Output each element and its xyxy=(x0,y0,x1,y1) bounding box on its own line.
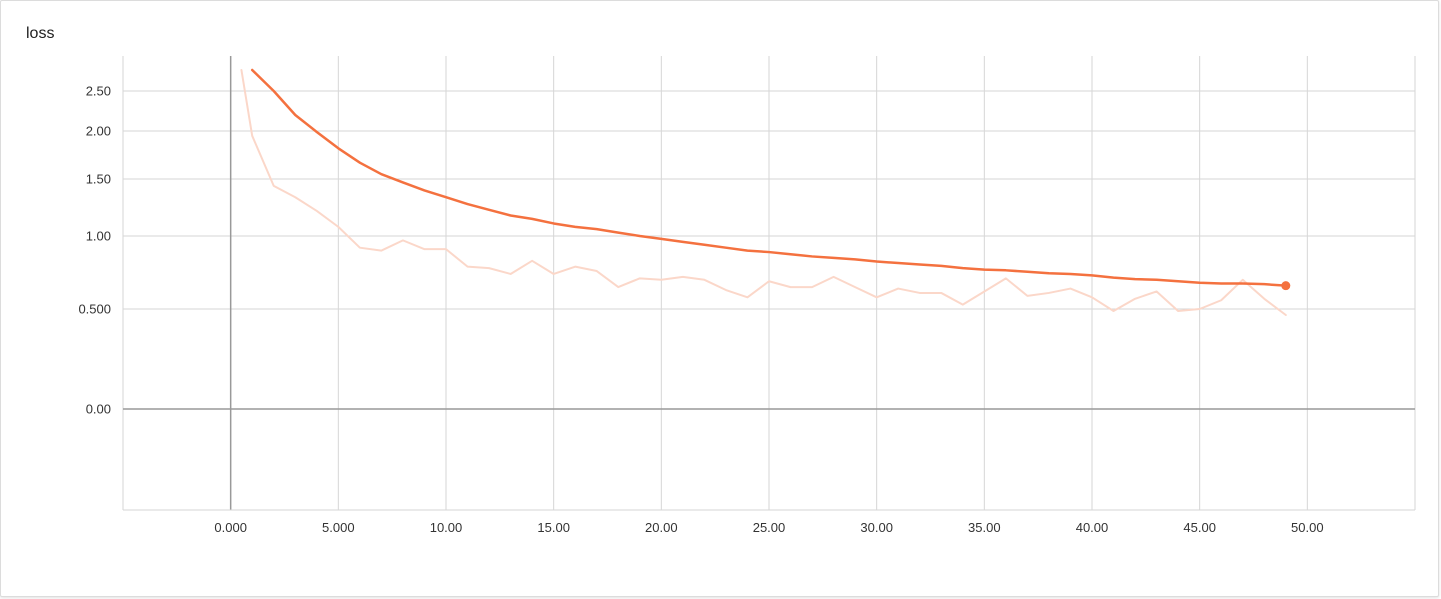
grid xyxy=(122,56,1416,510)
last-point-marker xyxy=(1281,281,1291,291)
chart-title: loss xyxy=(26,25,55,42)
y-tick-label: 0.00 xyxy=(86,402,111,417)
axes xyxy=(123,56,1415,511)
x-tick-label: 5.000 xyxy=(322,520,355,535)
x-tick-label: 20.00 xyxy=(645,520,678,535)
y-tick-label: 2.00 xyxy=(86,124,111,139)
x-tick-label: 30.00 xyxy=(860,520,893,535)
raw-loss-line xyxy=(240,69,1287,316)
smoothed-loss-line xyxy=(250,68,1288,287)
x-tick-label: 35.00 xyxy=(968,520,1001,535)
y-tick-label: 1.50 xyxy=(86,172,111,187)
x-tick-label: 10.00 xyxy=(430,520,463,535)
x-tick-label: 15.00 xyxy=(537,520,570,535)
x-tick-label: 45.00 xyxy=(1183,520,1216,535)
y-tick-label: 0.500 xyxy=(78,302,111,317)
x-tick-label: 50.00 xyxy=(1291,520,1324,535)
x-tick-label: 25.00 xyxy=(753,520,786,535)
x-tick-label: 0.000 xyxy=(214,520,247,535)
y-tick-label: 2.50 xyxy=(86,84,111,99)
series xyxy=(240,68,1291,316)
y-tick-label: 1.00 xyxy=(86,229,111,244)
tick-labels: 0.000 5.000 10.00 15.00 20.00 25.00 30.00 35.00… xyxy=(78,84,1323,536)
x-tick-label: 40.00 xyxy=(1076,520,1109,535)
